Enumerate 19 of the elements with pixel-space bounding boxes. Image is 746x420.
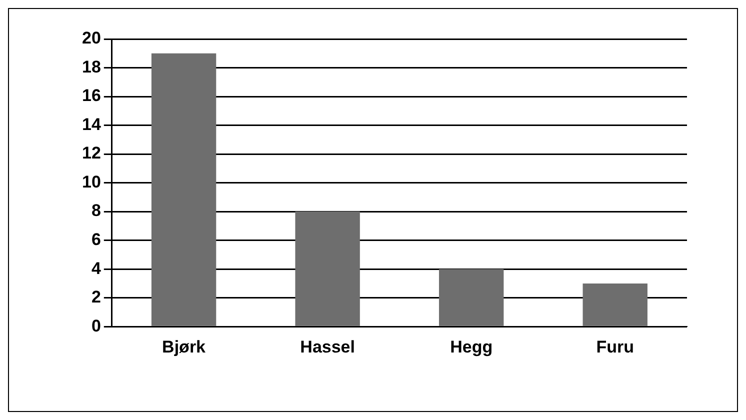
- bar: [151, 53, 216, 326]
- x-tick-label: Furu: [596, 337, 634, 356]
- y-tick-label: 16: [82, 86, 101, 106]
- bar: [582, 283, 648, 326]
- y-tick-label: 20: [82, 28, 101, 48]
- y-tick-label: 4: [91, 258, 102, 278]
- bar: [438, 269, 504, 326]
- x-tick-label: Bjørk: [162, 337, 206, 356]
- y-tick-label: 10: [82, 172, 101, 192]
- y-tick-label: 12: [82, 144, 101, 163]
- y-tick-label: 6: [91, 230, 101, 250]
- x-tick-label: Hassel: [300, 337, 355, 356]
- y-tick-label: 14: [82, 114, 102, 134]
- y-tick-label: 8: [91, 201, 101, 220]
- y-tick-label: 18: [82, 57, 101, 76]
- bar: [295, 212, 360, 326]
- y-tick-label: 0: [91, 316, 101, 336]
- y-tick-label: 2: [91, 288, 101, 307]
- x-tick-label: Hegg: [450, 337, 493, 356]
